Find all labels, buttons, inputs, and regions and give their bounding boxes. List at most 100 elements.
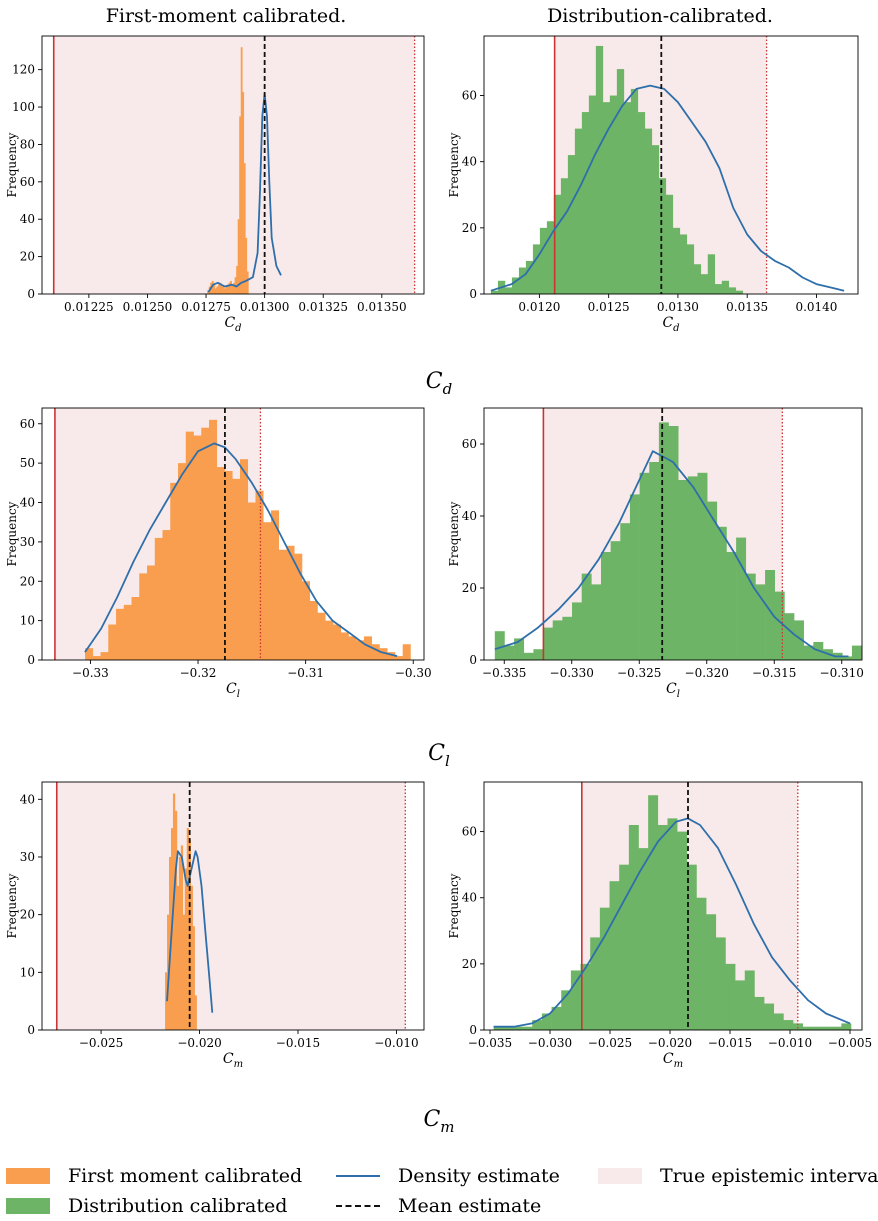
y-tick-label: 10	[20, 614, 35, 628]
histogram-bar	[213, 284, 216, 294]
histogram-bar	[242, 92, 245, 294]
histogram-bar	[211, 280, 214, 294]
histogram-bar	[190, 885, 193, 1030]
histogram-bar	[220, 284, 223, 294]
legend-label-first: First moment calibrated	[68, 1165, 303, 1187]
panel-Cd-dist: 0.0120 0.0125 0.0130 0.0135 0.0140 0 20 40 60 Cd F…	[447, 35, 859, 334]
plot-area	[494, 408, 862, 660]
y-axis-label: Frequency	[5, 132, 19, 197]
histogram-bar	[490, 290, 499, 294]
histogram-bar	[227, 284, 229, 294]
x-axis-label: Cl	[226, 681, 240, 700]
y-axis-label: Frequency	[5, 501, 19, 566]
histogram-bar	[543, 627, 554, 660]
histogram-bar	[532, 1020, 543, 1030]
y-tick-label: 20	[20, 250, 35, 264]
x-tick-label: −0.015	[708, 1036, 752, 1050]
histogram-bar	[225, 286, 228, 294]
y-tick-label: 30	[20, 850, 35, 864]
histogram-bar	[842, 656, 853, 660]
true-interval-band	[53, 36, 415, 294]
histogram-bar	[600, 552, 611, 660]
legend-item-interval: True epistemic interval	[598, 1164, 878, 1188]
y-tick-label: 20	[462, 581, 477, 595]
histogram-bar	[745, 573, 756, 660]
x-tick-label: −0.020	[648, 1036, 692, 1050]
histogram-bar	[232, 478, 241, 660]
histogram-bar	[514, 638, 525, 660]
histogram-bar	[228, 282, 231, 294]
histogram-bar	[123, 604, 132, 660]
y-tick-label: 60	[20, 175, 35, 189]
x-tick-label: −0.015	[276, 1036, 320, 1050]
histogram-bar	[657, 824, 668, 1030]
legend-swatch-interval	[598, 1168, 642, 1184]
x-tick-label: 0.01275	[181, 300, 231, 314]
histogram-bar	[644, 128, 653, 294]
x-tick-label: 0.01250	[123, 300, 173, 314]
histogram-bar	[623, 102, 632, 294]
histogram-bar	[562, 616, 573, 660]
histogram-bar	[658, 422, 669, 660]
histogram-bar	[172, 793, 176, 1030]
histogram-bar	[619, 864, 630, 1030]
histogram-bar	[186, 828, 189, 1030]
histogram-bar	[567, 155, 576, 294]
histogram-bar	[725, 963, 736, 1030]
histogram-bar	[317, 612, 326, 660]
histogram-bar	[201, 427, 210, 660]
y-tick-label: 60	[462, 89, 477, 103]
histogram-bar	[278, 549, 287, 660]
x-tick-label: 0.01350	[357, 300, 407, 314]
y-tick-label: 40	[20, 496, 35, 510]
histogram-bar	[309, 600, 318, 660]
histogram-bar	[609, 95, 618, 294]
x-tick-label: −0.335	[482, 666, 526, 680]
x-tick-label: 0.01300	[240, 300, 290, 314]
y-tick-label: 0	[469, 653, 477, 667]
legend-item-dist: Distribution calibrated	[6, 1194, 287, 1218]
histogram-bar	[182, 914, 186, 1030]
histogram-bar	[639, 472, 650, 660]
histogram-bar	[512, 1026, 523, 1030]
histogram-bar	[533, 649, 544, 660]
y-tick-label: 40	[462, 509, 477, 523]
x-tick-label: 0.0140	[795, 300, 837, 314]
histogram-bar	[239, 116, 242, 294]
axes-frame	[41, 35, 425, 295]
x-tick-label: −0.030	[528, 1036, 572, 1050]
histogram-bar	[178, 463, 187, 660]
y-axis-label: Frequency	[447, 501, 461, 566]
y-tick-label: 40	[462, 155, 477, 169]
panel-Cm-dist: −0.035 −0.030 −0.025 −0.020 −0.015 −0.010 −0.0…	[447, 781, 872, 1070]
histogram-bar	[793, 1023, 804, 1030]
x-tick-label: −0.325	[617, 666, 661, 680]
y-tick-label: 20	[462, 957, 477, 971]
histogram-bar	[620, 523, 631, 660]
density-curve	[493, 817, 851, 1028]
histogram-bar	[629, 494, 640, 660]
histogram-bar	[294, 553, 303, 660]
x-tick-label: 0.0125	[588, 300, 630, 314]
histogram-bar	[185, 431, 194, 660]
histogram-bar	[539, 227, 548, 294]
x-tick-label: −0.020	[177, 1036, 221, 1050]
density-curve	[490, 84, 845, 292]
y-tick-label: 20	[20, 574, 35, 588]
histogram-bar	[609, 881, 620, 1030]
y-tick-label: 0	[27, 1023, 35, 1037]
histogram-bar	[630, 88, 639, 294]
y-tick-label: 0	[27, 287, 35, 301]
x-tick-label: −0.025	[79, 1036, 123, 1050]
x-axis-label: Cm	[223, 1051, 243, 1070]
y-tick-label: 0	[469, 287, 477, 301]
histogram-bar	[707, 254, 716, 294]
x-tick-label: 0.0135	[726, 300, 768, 314]
x-tick-label: 0.01325	[298, 300, 348, 314]
histogram-bar	[224, 471, 233, 660]
panel-Cm-first: −0.025 −0.020 −0.015 −0.010 0 10 20 30 40 Cm Frequ…	[5, 781, 425, 1070]
y-tick-label: 60	[20, 417, 35, 431]
plot-area	[55, 782, 406, 1030]
histogram-bar	[591, 584, 602, 660]
histogram-bar	[233, 282, 235, 294]
